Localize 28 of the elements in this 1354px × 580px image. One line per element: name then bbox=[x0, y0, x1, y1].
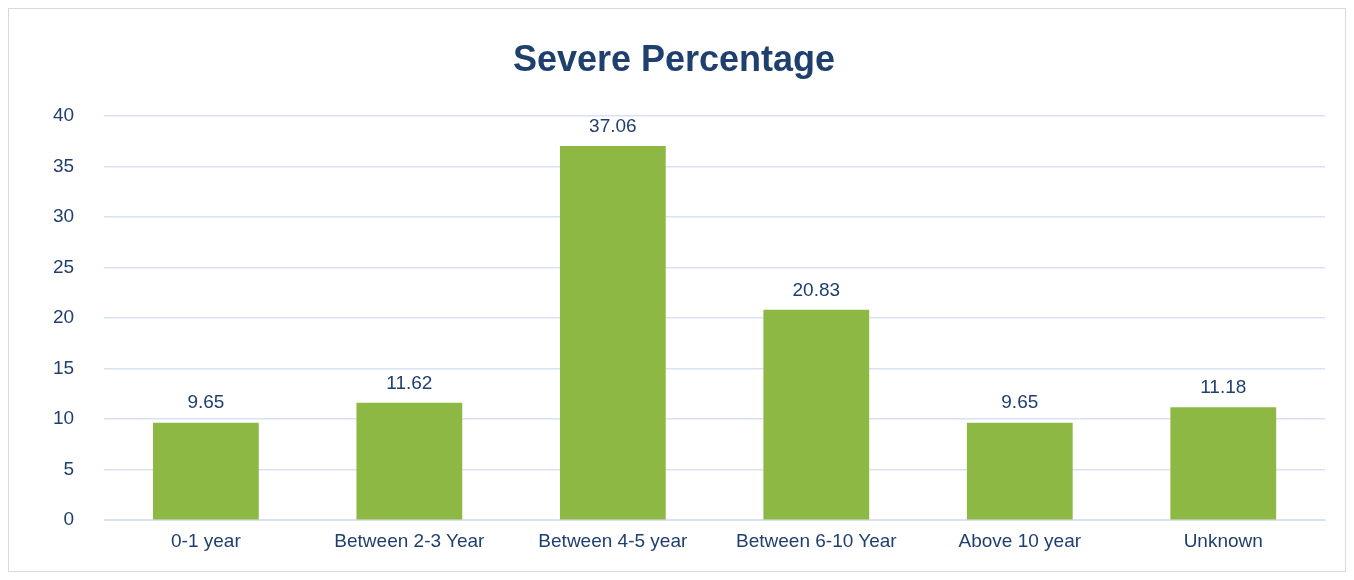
x-tick-label: 0-1 year bbox=[171, 529, 242, 551]
bar bbox=[1170, 407, 1277, 520]
y-tick-label: 10 bbox=[52, 407, 75, 429]
y-tick-label: 20 bbox=[52, 306, 75, 328]
bar bbox=[966, 422, 1073, 520]
bar bbox=[559, 145, 666, 520]
y-tick-label: 0 bbox=[63, 508, 75, 530]
x-tick-label: Above 10 year bbox=[958, 529, 1082, 551]
data-label: 9.65 bbox=[1001, 391, 1039, 413]
y-tick-label: 5 bbox=[63, 457, 75, 479]
bar bbox=[152, 422, 259, 520]
y-tick-label: 30 bbox=[52, 205, 75, 227]
y-tick-label: 35 bbox=[52, 154, 75, 176]
x-tick-label: Between 6-10 Year bbox=[736, 529, 898, 551]
x-tick-label: Between 4-5 year bbox=[538, 529, 688, 551]
data-label: 11.18 bbox=[1200, 376, 1247, 398]
bar bbox=[763, 309, 870, 520]
data-label: 9.65 bbox=[187, 391, 225, 413]
data-label: 20.83 bbox=[792, 278, 841, 300]
y-tick-label: 25 bbox=[52, 255, 75, 277]
bar bbox=[356, 402, 463, 520]
x-tick-label: Between 2-3 Year bbox=[334, 529, 486, 551]
data-label: 11.62 bbox=[386, 371, 433, 393]
y-tick-label: 15 bbox=[52, 356, 75, 378]
data-label: 37.06 bbox=[589, 114, 637, 136]
x-tick-label: Unknown bbox=[1183, 529, 1263, 551]
chart-title: Severe Percentage bbox=[512, 37, 836, 79]
y-tick-label: 40 bbox=[52, 104, 75, 126]
